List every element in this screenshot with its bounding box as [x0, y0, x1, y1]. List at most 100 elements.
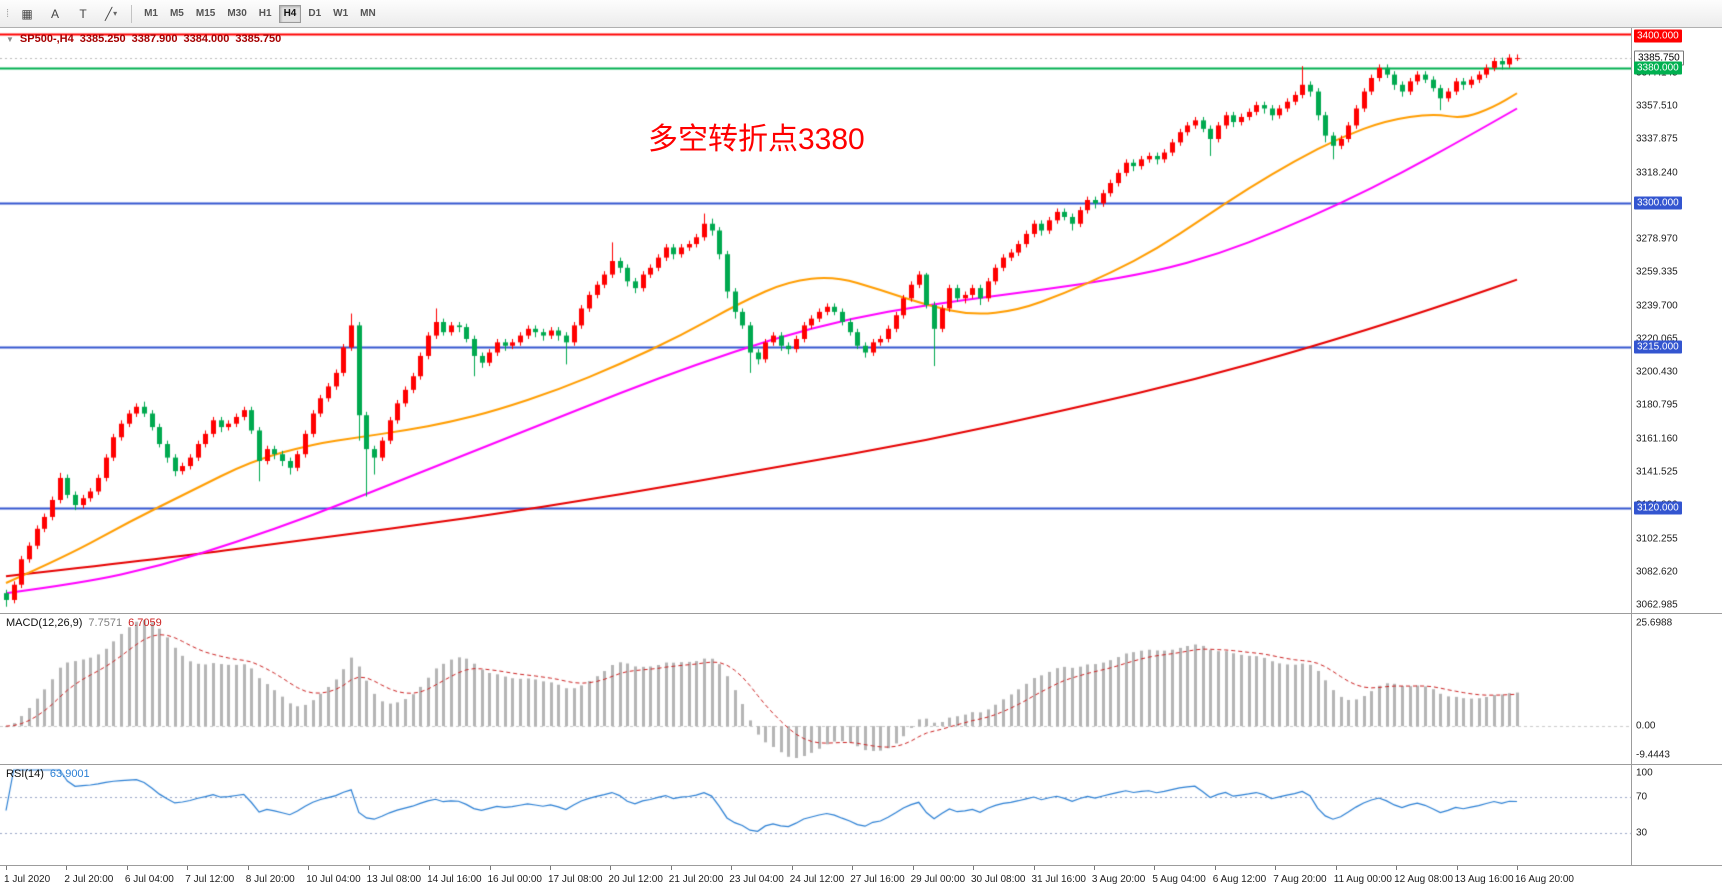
price-axis-label: 3200.430 — [1636, 366, 1678, 378]
dropdown-arrow-icon: ▾ — [113, 9, 118, 18]
price-level-badge: 3380.000 — [1634, 61, 1682, 75]
time-axis-label: 30 Jul 08:00 — [971, 874, 1026, 885]
macd-canvas[interactable] — [0, 614, 1632, 764]
price-axis-label: 3180.795 — [1636, 399, 1678, 411]
chart-title: ▼ SP500-,H4 3385.250 3387.900 3384.000 3… — [6, 33, 281, 45]
rsi-header: RSI(14) 63.9001 — [6, 768, 90, 780]
rsi-axis-30: 30 — [1636, 827, 1648, 839]
toolbar: ⁞ ▦ A T ╱ ▾ M1 M5 M15 M30 H1 H4 D1 W1 MN — [0, 0, 1722, 28]
rsi-axis[interactable]: 100 70 30 — [1631, 765, 1722, 865]
timeframe-m30-button[interactable]: M30 — [227, 8, 247, 19]
time-axis-label: 11 Aug 00:00 — [1333, 874, 1392, 885]
price-open: 3385.250 — [79, 33, 126, 45]
macd-panel: MACD(12,26,9) 7.7571 6.7059 25.6988 0.00… — [0, 614, 1722, 765]
one-click-trading-icon[interactable]: ▼ — [6, 34, 14, 44]
time-axis-tick — [6, 866, 7, 870]
timeframe-h1-button[interactable]: H1 — [258, 8, 272, 19]
price-level-badge: 3400.000 — [1634, 29, 1682, 43]
text-label-button[interactable]: A — [51, 6, 60, 21]
time-axis-label: 24 Jul 12:00 — [789, 874, 845, 885]
timeframe-m5-button[interactable]: M5 — [169, 8, 184, 19]
price-axis-label: 3102.255 — [1636, 533, 1678, 544]
timeframe-buttons: M1 M5 M15 M30 H1 H4 D1 W1 MN — [138, 4, 382, 23]
rsi-canvas[interactable] — [0, 765, 1632, 865]
timeframe-h4-button[interactable]: H4 — [278, 4, 302, 23]
price-axis-label: 3082.620 — [1636, 566, 1678, 578]
main-chart-panel: ▼ SP500-,H4 3385.250 3387.900 3384.000 3… — [0, 28, 1722, 614]
macd-main-value: 7.7571 — [88, 617, 123, 629]
price-axis-label: 3220.065 — [1636, 333, 1678, 345]
macd-axis-max: 25.6988 — [1636, 617, 1673, 629]
time-axis-label: 20 Jul 12:00 — [608, 874, 663, 885]
time-axis-tick — [610, 866, 612, 870]
time-axis-tick — [791, 866, 793, 870]
time-axis-tick — [852, 866, 854, 870]
time-axis-tick — [1456, 866, 1458, 870]
price-axis-label: 3278.970 — [1636, 233, 1678, 245]
timeframe-m1-button[interactable]: M1 — [144, 8, 158, 19]
time-axis-label: 27 Jul 16:00 — [850, 874, 905, 885]
macd-axis-min: -9.4443 — [1636, 749, 1670, 761]
new-chart-button[interactable]: ▦ — [21, 6, 33, 21]
rsi-label: RSI(14) — [6, 768, 44, 780]
time-axis-tick — [368, 866, 370, 870]
price-level-badge: 3300.000 — [1634, 196, 1682, 210]
chart-annotation-text: 多空转折点3380 — [648, 123, 865, 156]
macd-axis[interactable]: 25.6988 0.00 -9.4443 — [1631, 614, 1722, 764]
time-axis-tick — [1517, 866, 1518, 870]
time-axis-label: 7 Aug 20:00 — [1273, 874, 1327, 885]
toolbar-grip-handle[interactable]: ⁞ — [6, 7, 10, 20]
price-axis-label: 3062.985 — [1636, 599, 1678, 611]
rsi-axis-100: 100 — [1636, 767, 1653, 779]
time-axis-label: 5 Aug 04:00 — [1152, 874, 1206, 885]
price-axis-label: 3239.700 — [1636, 300, 1678, 312]
macd-axis-zero: 0.00 — [1636, 720, 1656, 732]
time-axis-tick — [973, 866, 974, 870]
time-axis-label: 16 Aug 20:00 — [1515, 874, 1574, 885]
macd-label: MACD(12,26,9) — [6, 617, 83, 629]
time-axis-label: 6 Aug 12:00 — [1212, 874, 1267, 885]
price-axis-label: 3259.335 — [1636, 266, 1678, 278]
price-axis-label: 3141.525 — [1636, 466, 1678, 478]
time-axis-label: 31 Jul 16:00 — [1031, 874, 1087, 885]
rsi-panel: RSI(14) 63.9001 100 70 30 — [0, 765, 1722, 866]
time-axis-label: 10 Jul 04:00 — [306, 874, 361, 885]
price-level-badge: 3120.000 — [1634, 501, 1682, 515]
price-axis-label: 3161.160 — [1636, 433, 1678, 445]
time-axis-label: 17 Jul 08:00 — [548, 874, 603, 885]
time-axis-tick — [1335, 866, 1337, 870]
price-high: 3387.900 — [131, 33, 178, 45]
price-axis-label: 3337.875 — [1636, 133, 1678, 145]
time-axis-tick — [1093, 866, 1095, 870]
price-axis[interactable]: 3377.1453357.5103337.8753318.2403298.605… — [1631, 28, 1722, 613]
price-level-badge: 3215.000 — [1634, 340, 1682, 354]
time-axis-label: 13 Aug 16:00 — [1454, 874, 1514, 885]
macd-header: MACD(12,26,9) 7.7571 6.7059 — [6, 617, 162, 629]
timeframe-m15-button[interactable]: M15 — [195, 8, 216, 19]
time-axis-tick — [670, 866, 672, 870]
time-axis-label: 29 Jul 00:00 — [910, 874, 966, 885]
time-axis-tick — [1214, 866, 1216, 870]
draw-tools-button[interactable]: ╱ ▾ — [104, 6, 118, 21]
time-axis-tick — [550, 866, 551, 870]
timeframe-d1-button[interactable]: D1 — [308, 8, 322, 19]
timeframe-mn-button[interactable]: MN — [360, 8, 376, 19]
main-chart-canvas[interactable] — [0, 28, 1632, 613]
rsi-axis-70: 70 — [1636, 791, 1648, 803]
time-axis-label: 3 Aug 20:00 — [1091, 874, 1146, 885]
price-axis-label: 3357.510 — [1636, 100, 1678, 112]
time-axis-label: 7 Jul 12:00 — [185, 874, 235, 885]
time-axis-label: 2 Jul 20:00 — [64, 874, 114, 885]
time-axis-tick — [1033, 866, 1035, 870]
time-axis-label: 16 Jul 00:00 — [487, 874, 543, 885]
time-axis-label: 8 Jul 20:00 — [245, 874, 295, 885]
timeframe-w1-button[interactable]: W1 — [333, 8, 349, 19]
time-axis-label: 13 Jul 08:00 — [366, 874, 422, 885]
toolbar-separator — [131, 4, 133, 23]
time-axis-tick — [126, 866, 128, 870]
time-axis[interactable]: 1 Jul 2020 2 Jul 20:00 6 Jul 04:00 7 Jul 12… — [0, 866, 1722, 895]
time-axis-tick — [912, 866, 914, 870]
macd-signal-value: 6.7059 — [128, 617, 162, 629]
time-axis-label: 12 Aug 08:00 — [1394, 874, 1454, 885]
text-tool-button[interactable]: T — [79, 6, 87, 21]
